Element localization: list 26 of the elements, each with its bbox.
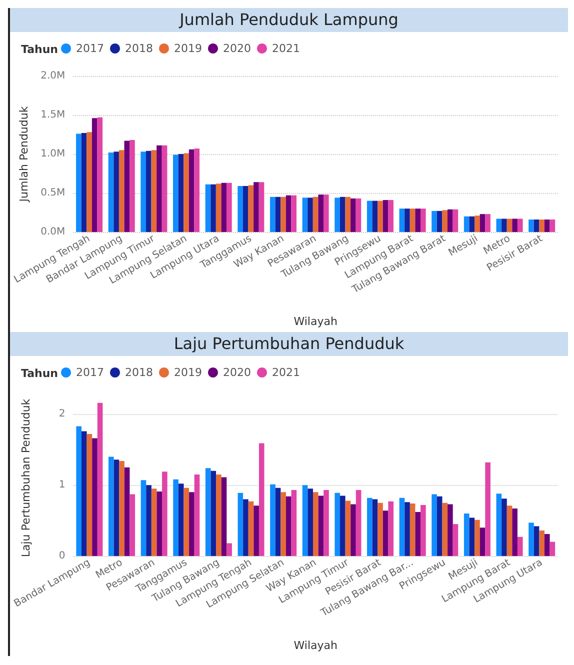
y-axis-title: Laju Pertumbuhan Penduduk [19,398,32,558]
y-tick-label: 0.0M [40,226,66,238]
legend-label: 2021 [272,42,300,55]
legend-label: 2020 [222,366,251,379]
y-tick-label: 2 [58,408,66,420]
legend-label: 2019 [174,366,202,379]
x-axis-title: Wilayah [294,315,338,328]
legend-label: 2019 [174,42,202,55]
y-tick-label: 0.5M [40,188,66,198]
y-tick-label: 1 [58,480,66,491]
legend-label: 2021 [272,366,300,379]
legend-label: 2018 [124,42,153,55]
legend-label: 2018 [124,366,153,379]
legend-label: 2017 [76,42,104,55]
y-tick-label: 0 [58,550,66,562]
legend-title: Tahun [21,43,58,56]
x-axis-title: Wilayah [294,639,338,652]
y-tick-label: 2.0M [40,70,66,82]
y-axis-title: Jumlah Penduduk [18,106,31,203]
legend-title: Tahun [21,367,58,380]
legend-label: 2020 [222,42,251,55]
chart-title: Laju Pertumbuhan Penduduk [10,332,568,356]
y-tick-label: 1.0M [40,148,66,160]
legend-label: 2017 [76,366,104,379]
chart-title: Jumlah Penduduk Lampung [10,8,568,32]
y-tick-label: 1.5M [40,110,66,120]
